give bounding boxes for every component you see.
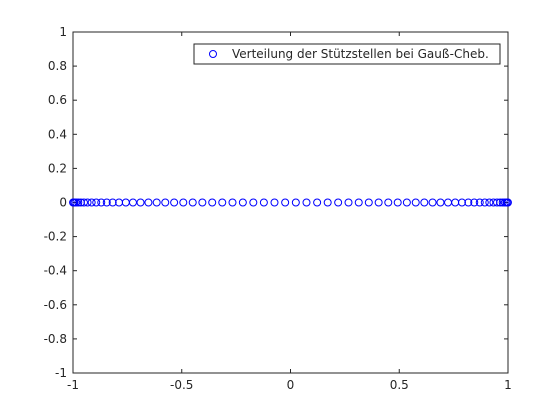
data-point	[374, 198, 383, 207]
y-tick-label: -0.4	[44, 264, 67, 278]
data-point	[411, 198, 420, 207]
data-point	[170, 198, 179, 207]
data-point	[493, 198, 502, 207]
y-tick-label: 0	[59, 196, 67, 210]
data-point	[393, 198, 402, 207]
data-point	[270, 198, 279, 207]
axis-tick-labels: -1 -0.5 0 0.5 1 1 0.8 0.6 0.4 0.2 0 -0.2 -0.4 -0.6 -0.…	[44, 25, 512, 392]
data-point	[79, 198, 88, 207]
data-point	[115, 198, 124, 207]
data-point	[136, 198, 145, 207]
y-tick-label: 0.6	[48, 93, 67, 107]
data-point	[188, 198, 197, 207]
data-point	[249, 198, 258, 207]
data-point	[420, 198, 429, 207]
data-point	[444, 198, 453, 207]
data-point	[489, 198, 498, 207]
x-tick-label: -0.5	[170, 378, 193, 392]
data-point	[500, 198, 509, 207]
data-point	[323, 198, 332, 207]
data-point	[384, 198, 393, 207]
x-tick-label: 0	[287, 378, 295, 392]
data-point	[161, 198, 170, 207]
x-tick-label: -1	[67, 378, 79, 392]
data-point	[498, 198, 507, 207]
data-point	[69, 198, 78, 207]
legend: Verteilung der Stützstellen bei Gauß-Che…	[193, 43, 501, 65]
y-tick-label: 1	[59, 25, 67, 39]
data-point	[144, 198, 153, 207]
data-point	[208, 198, 217, 207]
data-point	[179, 198, 188, 207]
data-point	[436, 198, 445, 207]
y-tick-label: 0.8	[48, 59, 67, 73]
data-point	[152, 198, 161, 207]
axes-background	[72, 31, 509, 374]
legend-label: Verteilung der Stützstellen bei Gauß-Che…	[232, 47, 489, 61]
data-point	[228, 198, 237, 207]
data-point	[485, 198, 494, 207]
data-point	[470, 198, 479, 207]
data-point	[302, 198, 311, 207]
data-point	[475, 198, 484, 207]
data-point	[364, 198, 373, 207]
data-point	[102, 198, 111, 207]
data-point	[334, 198, 343, 207]
data-point	[313, 198, 322, 207]
data-points	[69, 198, 512, 207]
y-tick-label: -0.6	[44, 298, 67, 312]
data-point	[428, 198, 437, 207]
x-tick-label: 0.5	[390, 378, 409, 392]
data-point	[108, 198, 117, 207]
data-point	[291, 198, 300, 207]
y-tick-label: -0.8	[44, 332, 67, 346]
data-point	[402, 198, 411, 207]
data-point	[218, 198, 227, 207]
data-point	[74, 198, 83, 207]
data-point	[464, 198, 473, 207]
y-tick-label: 0.2	[48, 161, 67, 175]
data-point	[480, 198, 489, 207]
y-tick-label: -0.2	[44, 230, 67, 244]
legend-box	[193, 43, 501, 65]
data-point	[259, 198, 268, 207]
data-point	[238, 198, 247, 207]
legend-marker	[209, 50, 217, 58]
data-point	[344, 198, 353, 207]
axis-ticks	[72, 31, 509, 374]
data-point	[97, 198, 106, 207]
data-point	[281, 198, 290, 207]
x-tick-label: 1	[504, 378, 512, 392]
data-point	[198, 198, 207, 207]
y-tick-label: 0.4	[48, 127, 67, 141]
y-tick-label: -1	[55, 366, 67, 380]
data-point	[92, 198, 101, 207]
data-point	[354, 198, 363, 207]
data-point	[87, 198, 96, 207]
